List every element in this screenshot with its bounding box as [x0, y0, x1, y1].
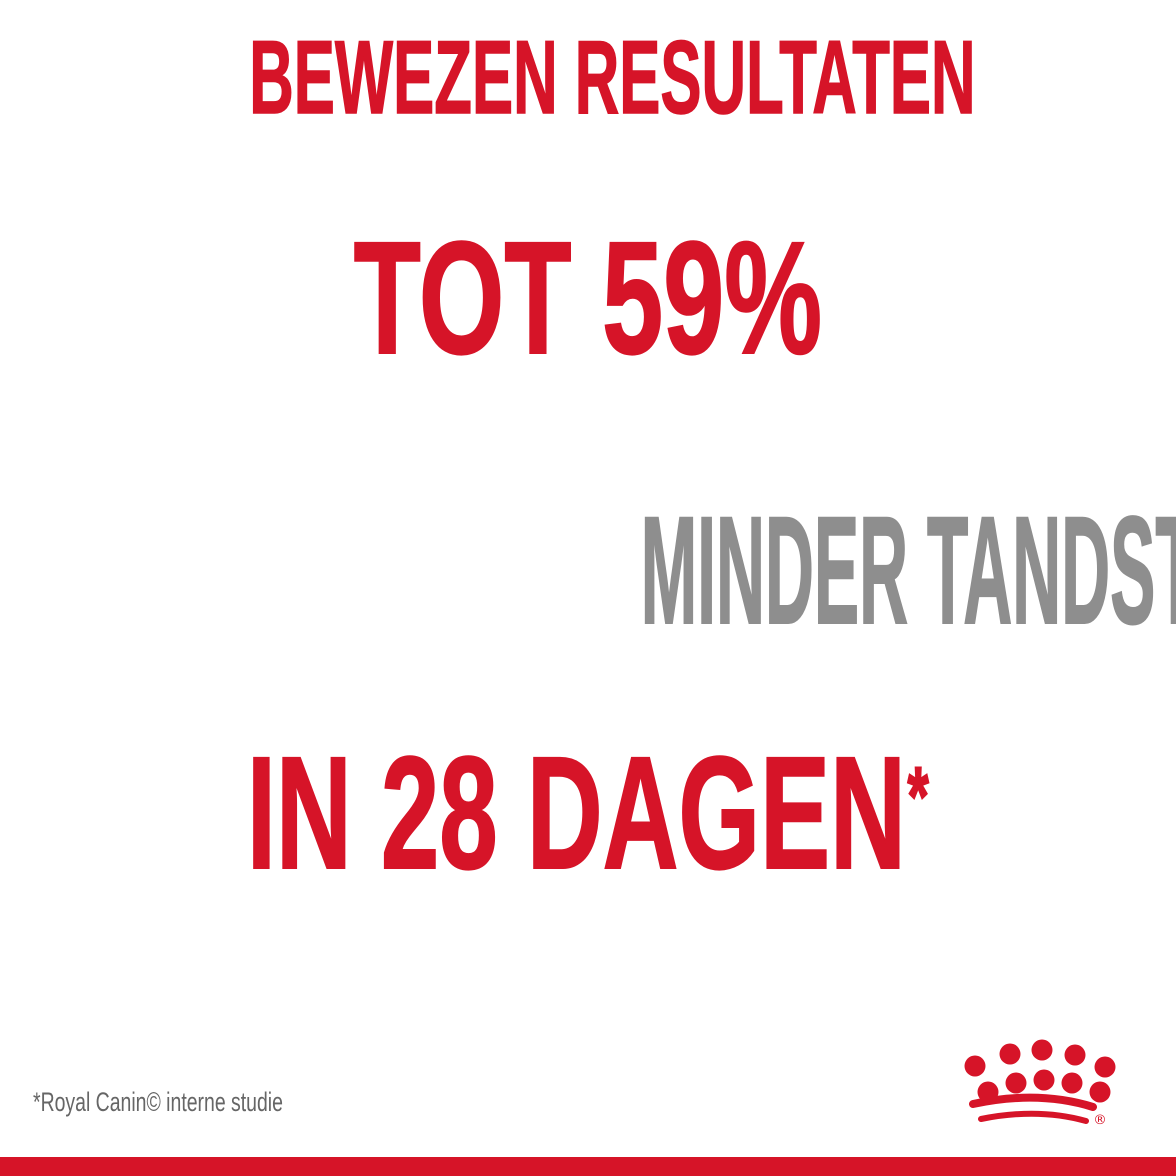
footnote-text: *Royal Canin© interne studie — [33, 1087, 283, 1117]
heading-top-text: BEWEZEN RESULTATEN — [249, 20, 976, 136]
footnote: *Royal Canin© interne studie — [33, 1089, 380, 1116]
heading-top: BEWEZEN RESULTATEN — [0, 20, 1176, 136]
stat-line: TOT 59% — [0, 208, 1176, 387]
bottom-red-bar — [0, 1157, 1176, 1176]
royal-canin-crown-icon: ® — [964, 1039, 1116, 1128]
subject-line-text: MINDER TANDSTEENVORMING — [640, 485, 1176, 656]
duration-line-text: IN 28 DAGEN* — [246, 732, 930, 894]
duration-line: IN 28 DAGEN* — [0, 732, 1176, 894]
duration-text: IN 28 DAGEN — [246, 723, 907, 902]
registered-trademark-icon: ® — [1093, 1112, 1107, 1128]
stat-line-text: TOT 59% — [353, 208, 823, 387]
crown-swoosh-lines — [969, 1093, 1097, 1124]
crown-dots-top-row — [964, 1039, 1116, 1078]
footnote-marker: * — [907, 749, 930, 843]
subject-line: MINDER TANDSTEENVORMING — [0, 485, 1176, 656]
